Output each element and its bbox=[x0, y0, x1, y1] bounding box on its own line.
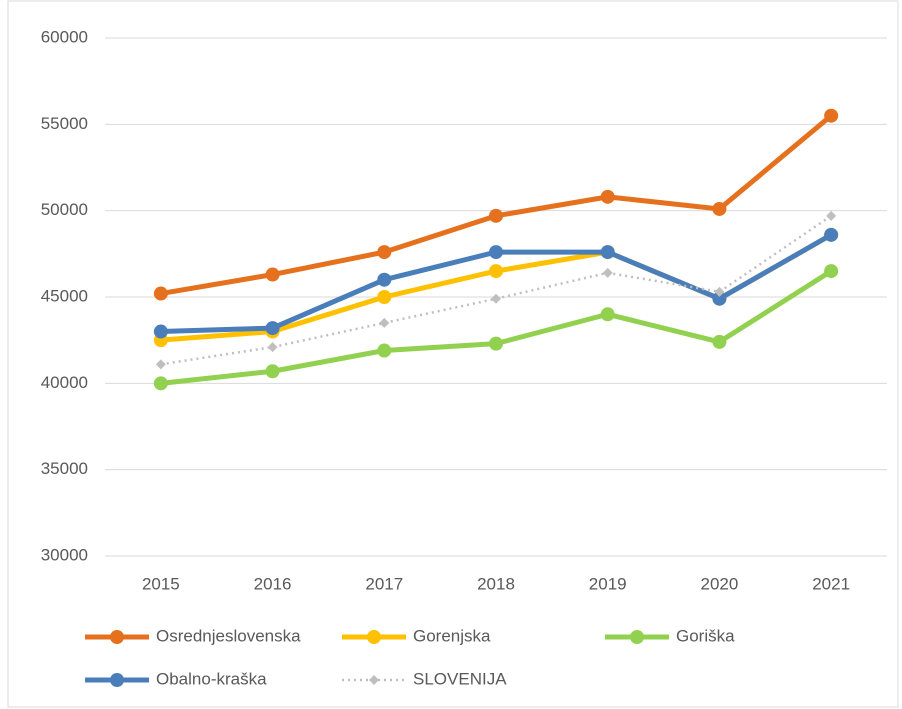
legend-label: Gorenjska bbox=[413, 626, 491, 645]
data-point bbox=[377, 245, 392, 260]
data-point bbox=[153, 286, 168, 301]
data-point bbox=[153, 376, 168, 391]
data-point bbox=[824, 108, 839, 123]
data-point bbox=[600, 245, 615, 260]
legend-label: Goriška bbox=[676, 626, 735, 645]
data-point bbox=[377, 290, 392, 304]
y-tick-label: 30000 bbox=[41, 545, 88, 564]
data-point bbox=[377, 272, 392, 287]
y-tick-label: 55000 bbox=[41, 114, 88, 133]
x-tick-label: 2016 bbox=[254, 574, 292, 593]
data-point bbox=[600, 189, 615, 204]
x-tick-label: 2021 bbox=[812, 574, 850, 593]
data-point bbox=[153, 324, 168, 339]
y-tick-label: 40000 bbox=[41, 373, 88, 392]
legend-marker bbox=[630, 630, 644, 644]
data-point bbox=[265, 267, 280, 282]
data-point bbox=[712, 201, 727, 216]
x-tick-label: 2017 bbox=[365, 574, 403, 593]
data-point bbox=[489, 336, 503, 351]
data-point bbox=[265, 321, 280, 336]
data-point bbox=[489, 208, 503, 223]
legend-marker bbox=[369, 675, 379, 685]
data-point bbox=[489, 264, 503, 279]
legend-marker bbox=[110, 630, 124, 644]
legend-label: SLOVENIJA bbox=[413, 669, 507, 688]
y-tick-label: 45000 bbox=[41, 286, 88, 305]
data-point bbox=[602, 267, 613, 278]
data-point bbox=[714, 286, 725, 297]
data-point bbox=[489, 245, 503, 260]
y-tick-label: 60000 bbox=[41, 27, 88, 46]
y-tick-label: 50000 bbox=[41, 200, 88, 219]
data-point bbox=[826, 210, 837, 221]
data-point bbox=[712, 334, 727, 349]
legend-marker bbox=[367, 630, 381, 644]
data-point bbox=[824, 264, 839, 279]
data-point bbox=[379, 317, 390, 328]
legend-marker bbox=[110, 673, 124, 687]
legend-label: Osrednjeslovenska bbox=[156, 626, 301, 645]
x-tick-label: 2015 bbox=[142, 574, 180, 593]
data-point bbox=[491, 293, 501, 304]
y-tick-label: 35000 bbox=[41, 459, 88, 478]
x-tick-label: 2018 bbox=[477, 574, 515, 593]
data-point bbox=[600, 307, 615, 322]
data-point bbox=[265, 364, 280, 379]
data-point bbox=[712, 291, 727, 306]
data-point bbox=[377, 343, 392, 358]
x-tick-label: 2019 bbox=[589, 574, 627, 593]
data-point bbox=[824, 227, 839, 242]
x-tick-label: 2020 bbox=[701, 574, 739, 593]
data-point bbox=[155, 359, 166, 370]
data-point bbox=[267, 342, 278, 353]
chart-frame bbox=[7, 0, 899, 708]
legend-label: Obalno-kraška bbox=[156, 669, 267, 688]
